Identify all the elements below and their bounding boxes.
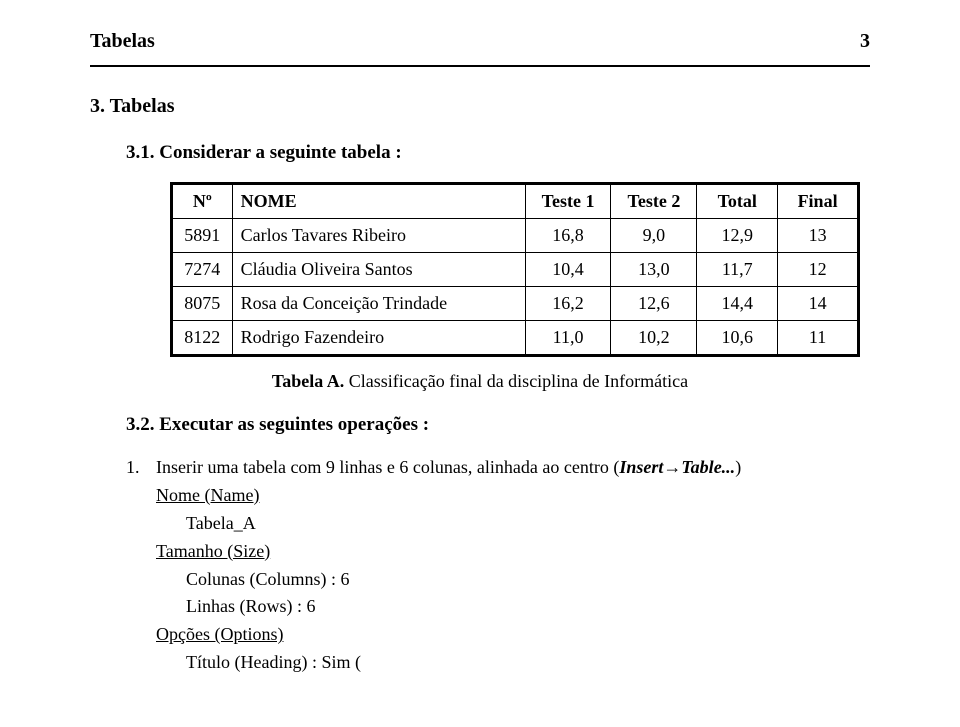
grades-table: Nº NOME Teste 1 Teste 2 Total Final 5891… bbox=[170, 182, 860, 357]
section-heading: 3. Tabelas bbox=[90, 95, 870, 118]
cell-name: Rodrigo Fazendeiro bbox=[232, 321, 525, 356]
cell-t1: 16,8 bbox=[525, 219, 611, 253]
table-row: 7274 Cláudia Oliveira Santos 10,4 13,0 1… bbox=[172, 253, 859, 287]
cell-total: 11,7 bbox=[697, 253, 778, 287]
table-row: 8122 Rodrigo Fazendeiro 11,0 10,2 10,6 1… bbox=[172, 321, 859, 356]
col-header-name: NOME bbox=[232, 184, 525, 219]
caption-label: Tabela A. bbox=[272, 371, 344, 391]
table-row: 5891 Carlos Tavares Ribeiro 16,8 9,0 12,… bbox=[172, 219, 859, 253]
cell-no: 7274 bbox=[172, 253, 233, 287]
cell-t2: 9,0 bbox=[611, 219, 697, 253]
page-header: Tabelas 3 bbox=[90, 30, 870, 53]
cell-final: 12 bbox=[778, 253, 859, 287]
header-rule bbox=[90, 65, 870, 67]
cell-no: 8075 bbox=[172, 287, 233, 321]
col-header-t1: Teste 1 bbox=[525, 184, 611, 219]
cell-total: 10,6 bbox=[697, 321, 778, 356]
table-row: 8075 Rosa da Conceição Trindade 16,2 12,… bbox=[172, 287, 859, 321]
size-rows: Linhas (Rows) : 6 bbox=[186, 593, 870, 621]
cell-t1: 10,4 bbox=[525, 253, 611, 287]
table-wrapper: Nº NOME Teste 1 Teste 2 Total Final 5891… bbox=[170, 182, 870, 357]
group-options: Opções (Options) Título (Heading) : Sim … bbox=[156, 621, 870, 677]
subsection-31-title: Considerar a seguinte tabela : bbox=[159, 142, 401, 163]
cell-final: 13 bbox=[778, 219, 859, 253]
cell-total: 14,4 bbox=[697, 287, 778, 321]
item-marker: 1. bbox=[126, 454, 146, 677]
insert-keyword: Insert bbox=[619, 457, 663, 477]
table-keyword: Table... bbox=[681, 457, 735, 477]
cell-final: 11 bbox=[778, 321, 859, 356]
item-text-prefix: Inserir uma tabela com 9 linhas e 6 colu… bbox=[156, 457, 619, 477]
cell-total: 12,9 bbox=[697, 219, 778, 253]
list-item: 1. Inserir uma tabela com 9 linhas e 6 c… bbox=[126, 454, 870, 677]
col-header-no: Nº bbox=[172, 184, 233, 219]
group-name: Nome (Name) Tabela_A bbox=[156, 482, 870, 538]
subsection-32-title: Executar as seguintes operações : bbox=[159, 414, 429, 435]
subsection-31-number: 3.1. bbox=[126, 142, 155, 163]
table-header-row: Nº NOME Teste 1 Teste 2 Total Final bbox=[172, 184, 859, 219]
cell-t1: 16,2 bbox=[525, 287, 611, 321]
size-cols: Colunas (Columns) : 6 bbox=[186, 566, 870, 594]
group-size: Tamanho (Size) Colunas (Columns) : 6 Lin… bbox=[156, 538, 870, 622]
cell-t2: 13,0 bbox=[611, 253, 697, 287]
subsection-31: 3.1. Considerar a seguinte tabela : bbox=[126, 142, 870, 164]
col-header-total: Total bbox=[697, 184, 778, 219]
subsection-32-number: 3.2. bbox=[126, 414, 155, 435]
header-right: 3 bbox=[860, 30, 870, 53]
cell-name: Carlos Tavares Ribeiro bbox=[232, 219, 525, 253]
cell-no: 5891 bbox=[172, 219, 233, 253]
cell-name: Rosa da Conceição Trindade bbox=[232, 287, 525, 321]
options-label: Opções (Options) bbox=[156, 624, 283, 644]
name-value: Tabela_A bbox=[186, 510, 870, 538]
cell-final: 14 bbox=[778, 287, 859, 321]
section-title: Tabelas bbox=[110, 95, 175, 117]
cell-no: 8122 bbox=[172, 321, 233, 356]
name-label: Nome (Name) bbox=[156, 485, 259, 505]
options-heading: Título (Heading) : Sim ( bbox=[186, 649, 870, 677]
arrow-icon: → bbox=[663, 457, 681, 477]
col-header-t2: Teste 2 bbox=[611, 184, 697, 219]
header-left: Tabelas bbox=[90, 30, 155, 53]
table-caption: Tabela A. Classificação final da discipl… bbox=[90, 371, 870, 392]
operations-list: 1. Inserir uma tabela com 9 linhas e 6 c… bbox=[126, 454, 870, 677]
cell-t2: 10,2 bbox=[611, 321, 697, 356]
cell-t1: 11,0 bbox=[525, 321, 611, 356]
size-label: Tamanho (Size) bbox=[156, 541, 270, 561]
cell-name: Cláudia Oliveira Santos bbox=[232, 253, 525, 287]
caption-text: Classificação final da disciplina de Inf… bbox=[349, 371, 688, 391]
section-number: 3. bbox=[90, 95, 105, 117]
item-content: Inserir uma tabela com 9 linhas e 6 colu… bbox=[156, 454, 870, 677]
subsection-32: 3.2. Executar as seguintes operações : bbox=[126, 414, 870, 436]
item-text-suffix: ) bbox=[735, 457, 741, 477]
col-header-final: Final bbox=[778, 184, 859, 219]
item-text: Inserir uma tabela com 9 linhas e 6 colu… bbox=[156, 457, 741, 477]
cell-t2: 12,6 bbox=[611, 287, 697, 321]
